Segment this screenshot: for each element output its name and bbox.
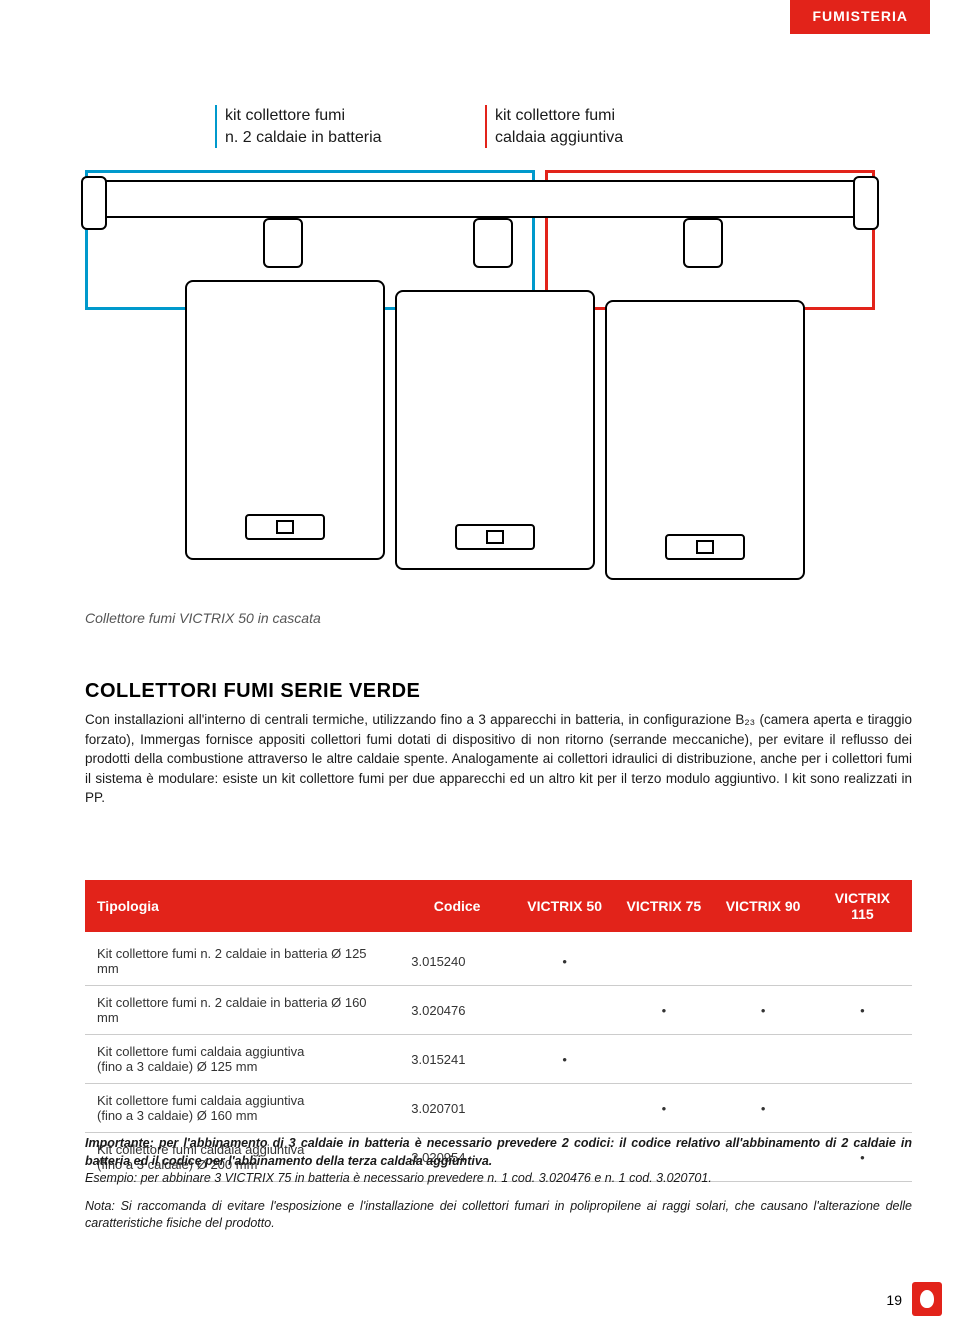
note-example: Esempio: per abbinare 3 VICTRIX 75 in ba… xyxy=(85,1171,712,1185)
body-text: Con installazioni all'interno di central… xyxy=(85,710,912,808)
page-number: 19 xyxy=(886,1292,902,1308)
cell-v75 xyxy=(614,932,713,986)
cell-tipologia: Kit collettore fumi caldaia aggiuntiva(f… xyxy=(85,1084,399,1133)
cell-v75: • xyxy=(614,1084,713,1133)
cell-v75 xyxy=(614,1035,713,1084)
th-v90: VICTRIX 90 xyxy=(714,880,813,932)
table-row: Kit collettore fumi n. 2 caldaie in batt… xyxy=(85,986,912,1035)
table-header-row: Tipologia Codice VICTRIX 50 VICTRIX 75 V… xyxy=(85,880,912,932)
cell-v90: • xyxy=(714,986,813,1035)
connector-1 xyxy=(263,218,303,268)
boiler-3 xyxy=(605,300,805,580)
cell-v50 xyxy=(515,986,614,1035)
connector-3 xyxy=(683,218,723,268)
cell-v90: • xyxy=(714,1084,813,1133)
diagram-caption: Collettore fumi VICTRIX 50 in cascata xyxy=(85,610,321,626)
cell-v75: • xyxy=(614,986,713,1035)
cell-codice: 3.015241 xyxy=(399,1035,515,1084)
cell-codice: 3.015240 xyxy=(399,932,515,986)
table-row: Kit collettore fumi caldaia aggiuntiva(f… xyxy=(85,1084,912,1133)
note-warning: Nota: Si raccomanda di evitare l'esposiz… xyxy=(85,1198,912,1233)
cell-v115 xyxy=(813,1084,912,1133)
cell-v50: • xyxy=(515,1035,614,1084)
cell-v115: • xyxy=(813,986,912,1035)
notes: Importante: per l'abbinamento di 3 calda… xyxy=(85,1135,912,1243)
th-tipologia: Tipologia xyxy=(85,880,399,932)
cell-v115 xyxy=(813,932,912,986)
cell-v50 xyxy=(515,1084,614,1133)
th-codice: Codice xyxy=(399,880,515,932)
th-v75: VICTRIX 75 xyxy=(614,880,713,932)
note-important: Importante: per l'abbinamento di 3 calda… xyxy=(85,1136,912,1168)
table-row: Kit collettore fumi n. 2 caldaie in batt… xyxy=(85,932,912,986)
cell-codice: 3.020476 xyxy=(399,986,515,1035)
callout-left-line1: kit collettore fumi xyxy=(225,107,345,124)
connector-2 xyxy=(473,218,513,268)
cell-v115 xyxy=(813,1035,912,1084)
callout-left: kit collettore fumi n. 2 caldaie in batt… xyxy=(215,105,382,148)
brand-logo-icon xyxy=(912,1282,942,1316)
boiler-2 xyxy=(395,290,595,570)
th-v50: VICTRIX 50 xyxy=(515,880,614,932)
table-row: Kit collettore fumi caldaia aggiuntiva(f… xyxy=(85,1035,912,1084)
callout-right: kit collettore fumi caldaia aggiuntiva xyxy=(485,105,623,148)
callout-right-line2: caldaia aggiuntiva xyxy=(495,129,623,146)
cell-tipologia: Kit collettore fumi caldaia aggiuntiva(f… xyxy=(85,1035,399,1084)
th-v115: VICTRIX 115 xyxy=(813,880,912,932)
cell-v90 xyxy=(714,1035,813,1084)
callout-right-line1: kit collettore fumi xyxy=(495,107,615,124)
cell-v50: • xyxy=(515,932,614,986)
callout-left-line2: n. 2 caldaie in batteria xyxy=(225,129,382,146)
cell-v90 xyxy=(714,932,813,986)
cell-tipologia: Kit collettore fumi n. 2 caldaie in batt… xyxy=(85,932,399,986)
diagram xyxy=(85,170,875,590)
cell-codice: 3.020701 xyxy=(399,1084,515,1133)
flue-pipe xyxy=(85,180,875,218)
cell-tipologia: Kit collettore fumi n. 2 caldaie in batt… xyxy=(85,986,399,1035)
section-title: COLLETTORI FUMI SERIE VERDE xyxy=(85,680,420,703)
boiler-1 xyxy=(185,280,385,560)
header-tab: FUMISTERIA xyxy=(790,0,930,34)
